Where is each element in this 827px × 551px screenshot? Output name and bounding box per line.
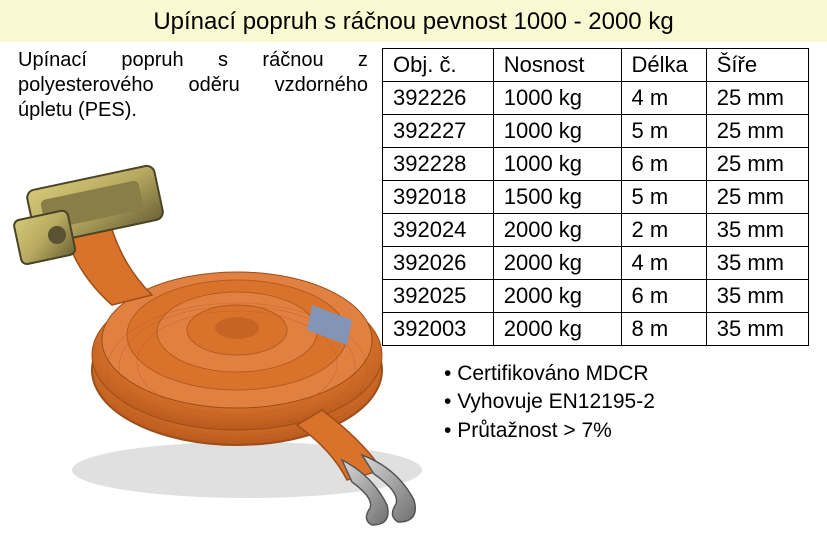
bullet-item: Vyhovuje EN12195-2	[444, 388, 809, 416]
page-title: Upínací popruh s ráčnou pevnost 1000 - 2…	[0, 0, 827, 42]
table-cell: 1000 kg	[493, 115, 621, 148]
col-obj: Obj. č.	[383, 49, 494, 82]
col-sire: Šíře	[706, 49, 808, 82]
product-image	[12, 160, 452, 530]
table-cell: 392227	[383, 115, 494, 148]
table-cell: 2000 kg	[493, 247, 621, 280]
bullet-item: Průtažnost > 7%	[444, 417, 809, 445]
table-cell: 8 m	[621, 313, 706, 346]
table-cell: 35 mm	[706, 247, 808, 280]
table-cell: 25 mm	[706, 148, 808, 181]
table-header-row: Obj. č. Nosnost Délka Šíře	[383, 49, 809, 82]
table-cell: 4 m	[621, 82, 706, 115]
table-cell: 4 m	[621, 247, 706, 280]
table-cell: 1000 kg	[493, 82, 621, 115]
table-cell: 35 mm	[706, 280, 808, 313]
table-cell: 2 m	[621, 214, 706, 247]
table-row: 3922261000 kg4 m25 mm	[383, 82, 809, 115]
bullet-item: Certifikováno MDCR	[444, 360, 809, 388]
table-cell: 2000 kg	[493, 214, 621, 247]
table-cell: 5 m	[621, 181, 706, 214]
table-cell: 25 mm	[706, 115, 808, 148]
table-cell: 6 m	[621, 280, 706, 313]
table-cell: 6 m	[621, 148, 706, 181]
table-cell: 25 mm	[706, 82, 808, 115]
table-cell: 25 mm	[706, 181, 808, 214]
table-cell: 392226	[383, 82, 494, 115]
table-cell: 1500 kg	[493, 181, 621, 214]
table-cell: 35 mm	[706, 313, 808, 346]
table-cell: 5 m	[621, 115, 706, 148]
title-text: Upínací popruh s ráčnou pevnost 1000 - 2…	[153, 8, 673, 35]
table-cell: 2000 kg	[493, 313, 621, 346]
col-delka: Délka	[621, 49, 706, 82]
col-nosnost: Nosnost	[493, 49, 621, 82]
description-text: Upínací popruh s ráčnou z polyesterového…	[18, 48, 368, 123]
table-cell: 35 mm	[706, 214, 808, 247]
table-cell: 1000 kg	[493, 148, 621, 181]
table-cell: 2000 kg	[493, 280, 621, 313]
table-row: 3922271000 kg5 m25 mm	[383, 115, 809, 148]
